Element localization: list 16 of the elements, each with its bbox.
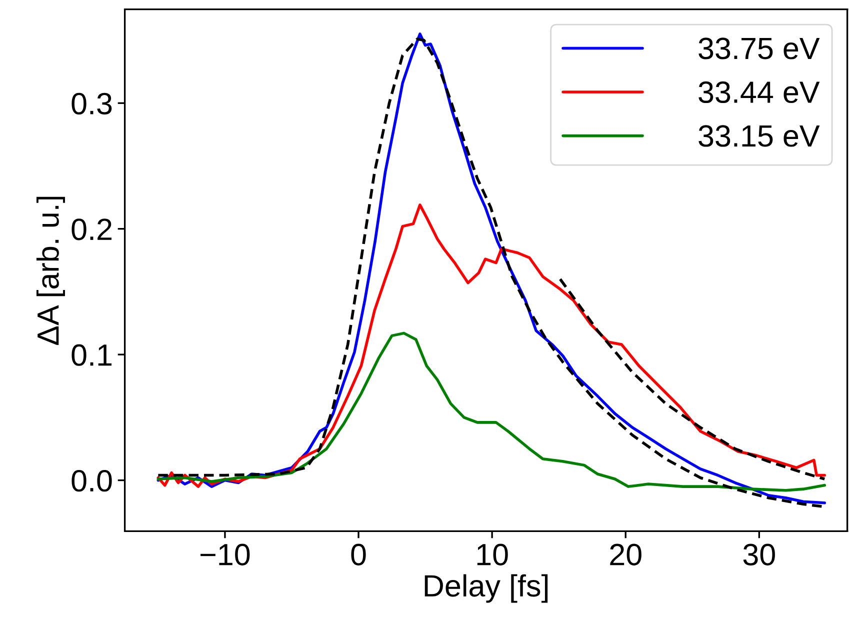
- x-tick-label: 20: [610, 544, 642, 566]
- legend-label: 33.15 eV: [698, 125, 820, 147]
- x-tick-label: −10: [200, 544, 250, 566]
- line-series: [558, 278, 826, 480]
- y-tick-label: 0.3: [72, 92, 112, 114]
- x-tick-label: 0: [351, 544, 366, 566]
- x-axis-title: Delay [fs]: [424, 574, 548, 603]
- legend-label: 33.75 eV: [698, 38, 820, 60]
- x-tick-label: 30: [743, 544, 775, 566]
- y-tick-label: 0.1: [72, 344, 112, 366]
- y-tick-label: 0.0: [72, 470, 112, 492]
- y-tick-label: 0.2: [72, 218, 112, 240]
- y-axis-title: ΔA [arb. u.]: [36, 196, 65, 345]
- line-series: [156, 332, 826, 492]
- legend-label: 33.44 eV: [698, 81, 820, 104]
- x-tick-label: 10: [477, 544, 508, 566]
